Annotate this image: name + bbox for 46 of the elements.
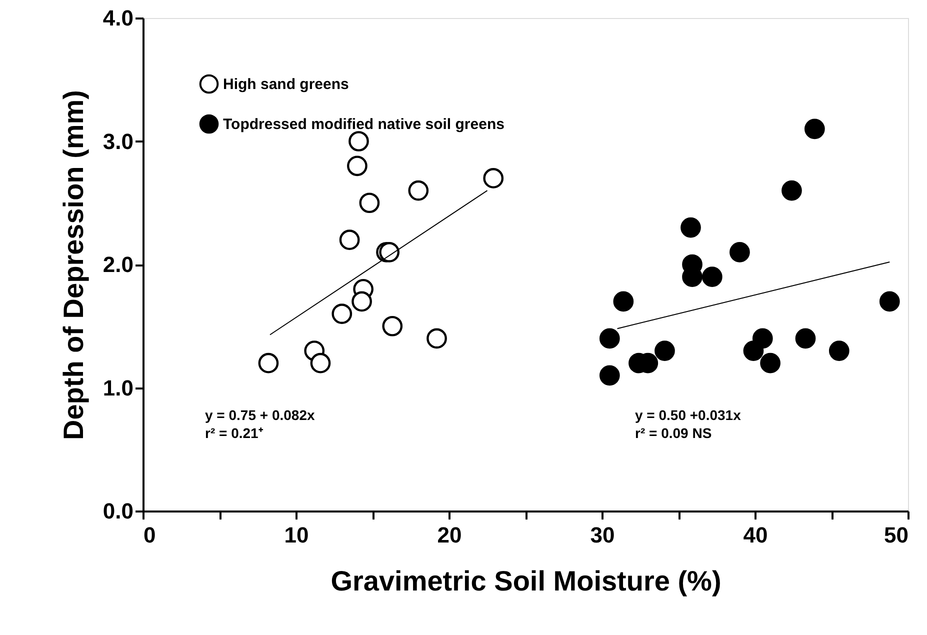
x-tick-label: 50	[884, 522, 908, 548]
point	[426, 328, 447, 349]
legend-label: High sand greens	[223, 76, 349, 93]
point	[310, 352, 331, 374]
point	[339, 230, 360, 250]
point	[258, 352, 279, 374]
point	[483, 168, 504, 188]
point	[348, 131, 369, 152]
point	[760, 352, 780, 374]
point	[347, 156, 368, 176]
y-tick-label: 4.0	[102, 6, 134, 30]
point	[702, 266, 722, 287]
point	[654, 340, 675, 361]
y-tick-label: 1.0	[102, 375, 134, 400]
y-tick-label: 2.0	[102, 252, 134, 277]
point	[599, 328, 620, 349]
point	[359, 192, 380, 214]
point	[730, 242, 750, 262]
point	[743, 340, 764, 361]
y-tick-label: 0.0	[102, 498, 134, 524]
x-axis-title: Gravimetric Soil Moisture (%)	[330, 566, 722, 596]
annotation: y = 0.50 +0.031x	[635, 407, 742, 423]
x-tick-label: 10	[284, 522, 309, 548]
x-tick-label: 20	[437, 522, 462, 548]
x-tick-label: 0	[144, 522, 156, 548]
point	[782, 180, 802, 201]
y-tick-label: 3.0	[102, 128, 134, 154]
point	[332, 304, 352, 324]
point	[613, 291, 634, 312]
x-tick-label: 30	[590, 522, 615, 548]
y-axis-title: Depth of Depression (mm)	[58, 90, 89, 440]
annotation: r² = 0.09 NS	[635, 425, 712, 441]
point	[599, 365, 620, 386]
point	[382, 316, 403, 336]
point	[680, 217, 701, 238]
point	[795, 328, 816, 349]
annotation: y = 0.75 + 0.082x	[205, 407, 315, 423]
x-tick-label: 40	[743, 522, 768, 548]
legend-label: Topdressed modified native soil greens	[223, 116, 504, 133]
point	[828, 340, 850, 361]
annotation: r² = 0.21⁺	[205, 425, 264, 441]
point	[879, 291, 900, 312]
point	[352, 291, 372, 312]
point	[408, 180, 429, 201]
point	[804, 118, 825, 140]
point	[379, 242, 400, 262]
